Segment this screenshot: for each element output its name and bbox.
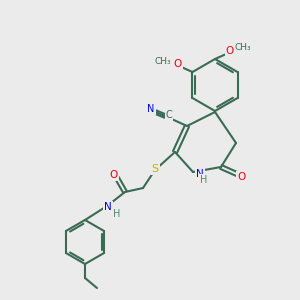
Text: O: O [110,170,118,180]
Text: CH₃: CH₃ [235,44,251,52]
Text: CH₃: CH₃ [154,56,171,65]
Text: O: O [226,46,234,56]
Text: H: H [113,209,121,219]
Text: O: O [173,59,181,69]
Text: O: O [237,172,245,182]
Text: S: S [152,164,159,174]
Text: N: N [196,169,204,179]
Text: N: N [147,104,155,114]
Text: H: H [200,175,208,185]
Text: C: C [166,110,172,120]
Text: N: N [104,202,112,212]
